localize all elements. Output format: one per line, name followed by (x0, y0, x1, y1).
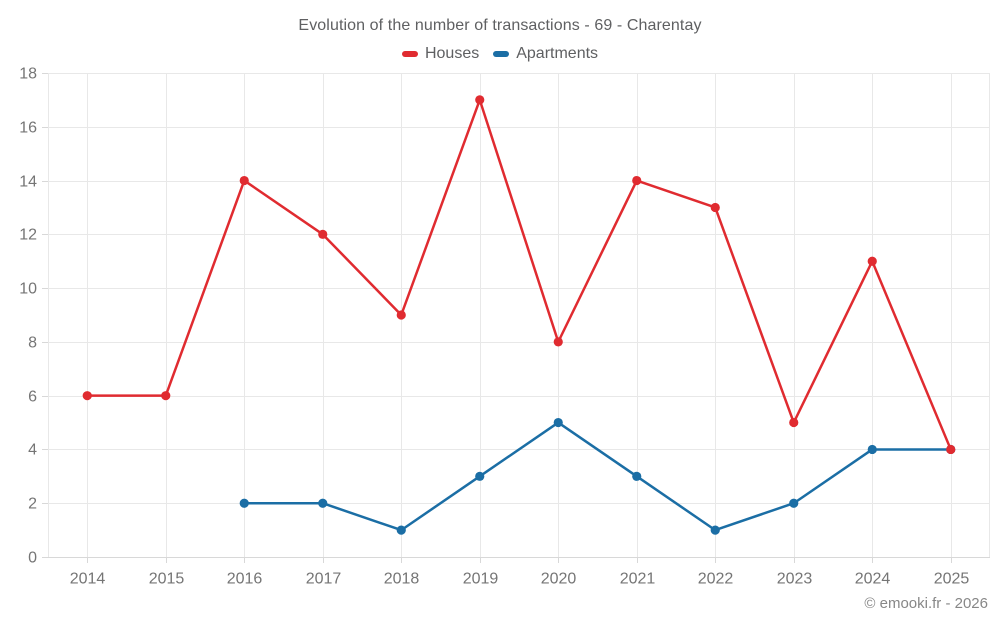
point-houses-2025[interactable] (946, 444, 956, 455)
point-houses-2017[interactable] (318, 229, 328, 239)
x-tick-label: 2019 (463, 571, 499, 588)
point-houses-2024[interactable] (867, 256, 877, 266)
point-apartments-2023[interactable] (789, 498, 799, 508)
x-tick-label: 2023 (777, 571, 813, 588)
apartments-legend-swatch (493, 51, 510, 57)
x-tick-label: 2017 (306, 571, 342, 588)
y-tick-label: 10 (19, 281, 37, 298)
series-line-apartments (243, 421, 952, 532)
y-tick-label: 12 (19, 227, 37, 244)
y-tick-label: 16 (19, 120, 37, 137)
x-tick-label: 2014 (70, 571, 106, 588)
chart-title: Evolution of the number of transactions … (298, 17, 702, 34)
y-tick-label: 2 (28, 496, 37, 513)
point-houses-2023[interactable] (789, 417, 799, 428)
x-tick-label: 2022 (698, 571, 734, 588)
x-tick-label: 2020 (541, 571, 577, 588)
y-tick-label: 18 (19, 66, 37, 83)
point-apartments-2019[interactable] (475, 471, 485, 481)
point-houses-2021[interactable] (632, 175, 642, 186)
houses-legend-label: Houses (424, 45, 480, 62)
apartments-legend-label: Apartments (516, 45, 599, 62)
point-apartments-2017[interactable] (318, 498, 328, 508)
x-tick-label: 2025 (934, 571, 970, 588)
point-houses-2019[interactable] (475, 95, 485, 105)
y-tick-label: 0 (28, 550, 37, 567)
y-tick-label: 4 (28, 442, 37, 459)
point-apartments-2021[interactable] (632, 471, 642, 481)
x-tick-label: 2021 (620, 571, 656, 588)
point-houses-2015[interactable] (161, 391, 171, 401)
point-apartments-2018[interactable] (396, 525, 406, 535)
x-tick-label: 2016 (227, 571, 263, 588)
chart-credit: © emooki.fr - 2026 (864, 595, 988, 612)
point-houses-2018[interactable] (396, 310, 406, 320)
point-houses-2016[interactable] (239, 175, 249, 186)
legend-item-houses[interactable]: Houses (401, 45, 480, 63)
point-houses-2014[interactable] (82, 391, 92, 401)
point-apartments-2022[interactable] (710, 525, 720, 535)
x-tick-label: 2015 (149, 571, 185, 588)
houses-legend-swatch (401, 51, 418, 57)
y-tick-label: 6 (28, 389, 37, 406)
point-apartments-2020[interactable] (553, 417, 563, 428)
y-tick-label: 14 (19, 174, 37, 191)
legend-item-apartments[interactable]: Apartments (493, 45, 598, 63)
point-apartments-2016[interactable] (239, 498, 249, 508)
series-line-houses (86, 98, 952, 451)
point-houses-2022[interactable] (710, 202, 720, 213)
point-apartments-2024[interactable] (867, 444, 877, 455)
point-houses-2020[interactable] (553, 337, 563, 347)
x-tick-label: 2018 (384, 571, 420, 588)
x-tick-label: 2024 (855, 571, 891, 588)
y-tick-label: 8 (28, 335, 37, 352)
chart-legend: Houses Apartments (0, 45, 1000, 63)
